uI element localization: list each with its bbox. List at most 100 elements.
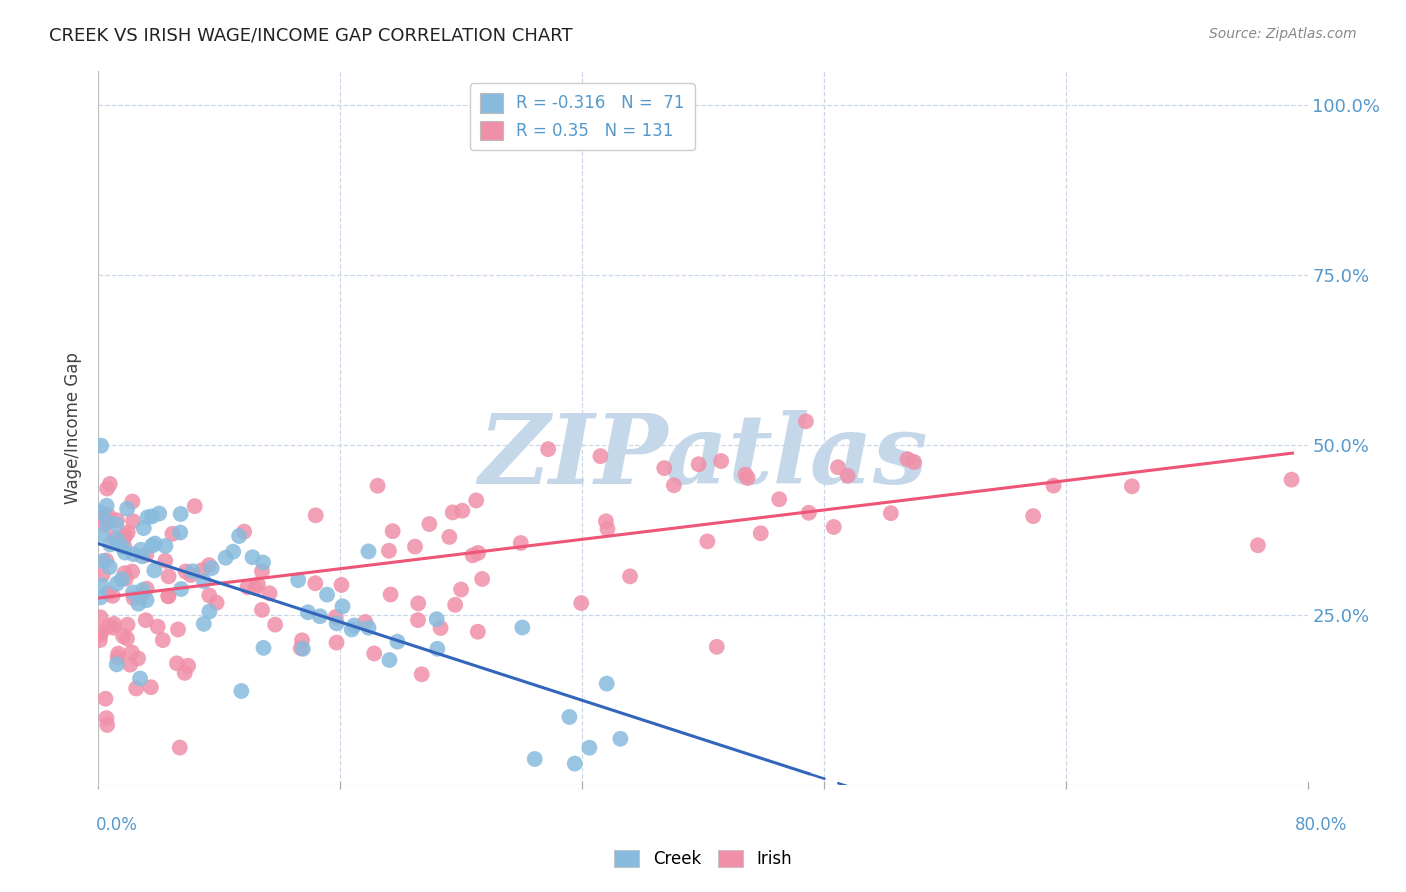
Point — [710, 454, 733, 468]
Point — [122, 585, 145, 599]
Point — [143, 564, 166, 578]
Text: Source: ZipAtlas.com: Source: ZipAtlas.com — [1209, 27, 1357, 41]
Point — [305, 508, 328, 523]
Point — [139, 680, 162, 694]
Point — [367, 479, 389, 493]
Point — [231, 684, 253, 698]
Point — [180, 568, 202, 582]
Point — [441, 505, 464, 519]
Point — [564, 756, 586, 771]
Point — [115, 632, 138, 646]
Point — [146, 620, 169, 634]
Point — [523, 752, 546, 766]
Point — [404, 540, 426, 554]
Point — [589, 449, 612, 463]
Point — [98, 560, 121, 574]
Point — [381, 524, 404, 538]
Point — [114, 546, 136, 560]
Point — [122, 547, 145, 561]
Point — [444, 598, 467, 612]
Point — [252, 640, 274, 655]
Point — [96, 711, 118, 725]
Point — [510, 621, 533, 635]
Text: CREEK VS IRISH WAGE/INCOME GAP CORRELATION CHART: CREEK VS IRISH WAGE/INCOME GAP CORRELATI… — [49, 27, 572, 45]
Point — [105, 657, 128, 672]
Point — [228, 529, 250, 543]
Point — [1247, 538, 1270, 552]
Point — [749, 526, 772, 541]
Point — [896, 452, 918, 467]
Point — [93, 509, 115, 524]
Point — [105, 576, 128, 591]
Point — [837, 468, 859, 483]
Point — [174, 565, 197, 579]
Point — [233, 524, 256, 539]
Point — [125, 681, 148, 696]
Text: 0.0%: 0.0% — [96, 816, 138, 834]
Point — [111, 540, 134, 554]
Point — [451, 504, 474, 518]
Point — [169, 507, 191, 521]
Point — [287, 573, 309, 587]
Point — [90, 506, 112, 520]
Point — [94, 691, 117, 706]
Point — [250, 564, 273, 578]
Legend: Creek, Irish: Creek, Irish — [607, 843, 799, 875]
Point — [467, 624, 489, 639]
Point — [169, 525, 191, 540]
Point — [169, 740, 191, 755]
Point — [152, 633, 174, 648]
Point — [132, 582, 155, 597]
Point — [90, 439, 112, 453]
Point — [157, 589, 180, 603]
Point — [198, 589, 221, 603]
Point — [222, 544, 245, 558]
Point — [537, 442, 560, 457]
Point — [1281, 473, 1303, 487]
Text: ZIPatlas: ZIPatlas — [478, 409, 928, 504]
Point — [127, 597, 149, 611]
Point — [193, 574, 215, 589]
Point — [115, 501, 138, 516]
Point — [107, 650, 129, 665]
Point — [114, 566, 136, 581]
Point — [558, 710, 581, 724]
Point — [1042, 478, 1064, 492]
Point — [131, 549, 153, 564]
Point — [103, 531, 125, 545]
Point — [162, 526, 184, 541]
Point — [112, 540, 135, 554]
Point — [259, 586, 281, 600]
Point — [141, 539, 163, 553]
Point — [380, 588, 402, 602]
Point — [734, 467, 756, 482]
Point — [236, 580, 259, 594]
Point — [89, 591, 111, 605]
Point — [198, 558, 221, 573]
Point — [105, 517, 128, 532]
Point — [173, 665, 195, 680]
Point — [117, 525, 139, 540]
Point — [170, 582, 193, 596]
Point — [114, 528, 136, 542]
Point — [101, 589, 124, 603]
Point — [96, 499, 118, 513]
Point — [461, 549, 484, 563]
Point — [354, 615, 377, 629]
Point — [880, 506, 903, 520]
Legend: R = -0.316   N =  71, R = 0.35   N = 131: R = -0.316 N = 71, R = 0.35 N = 131 — [470, 83, 695, 150]
Point — [378, 543, 401, 558]
Point — [325, 610, 347, 624]
Point — [166, 657, 188, 671]
Point — [439, 530, 461, 544]
Point — [797, 506, 820, 520]
Point — [105, 533, 128, 547]
Point — [112, 629, 135, 643]
Point — [411, 667, 433, 681]
Point — [155, 539, 177, 553]
Point — [595, 514, 617, 528]
Point — [201, 561, 224, 575]
Point — [467, 546, 489, 560]
Point — [91, 567, 114, 582]
Point — [363, 647, 385, 661]
